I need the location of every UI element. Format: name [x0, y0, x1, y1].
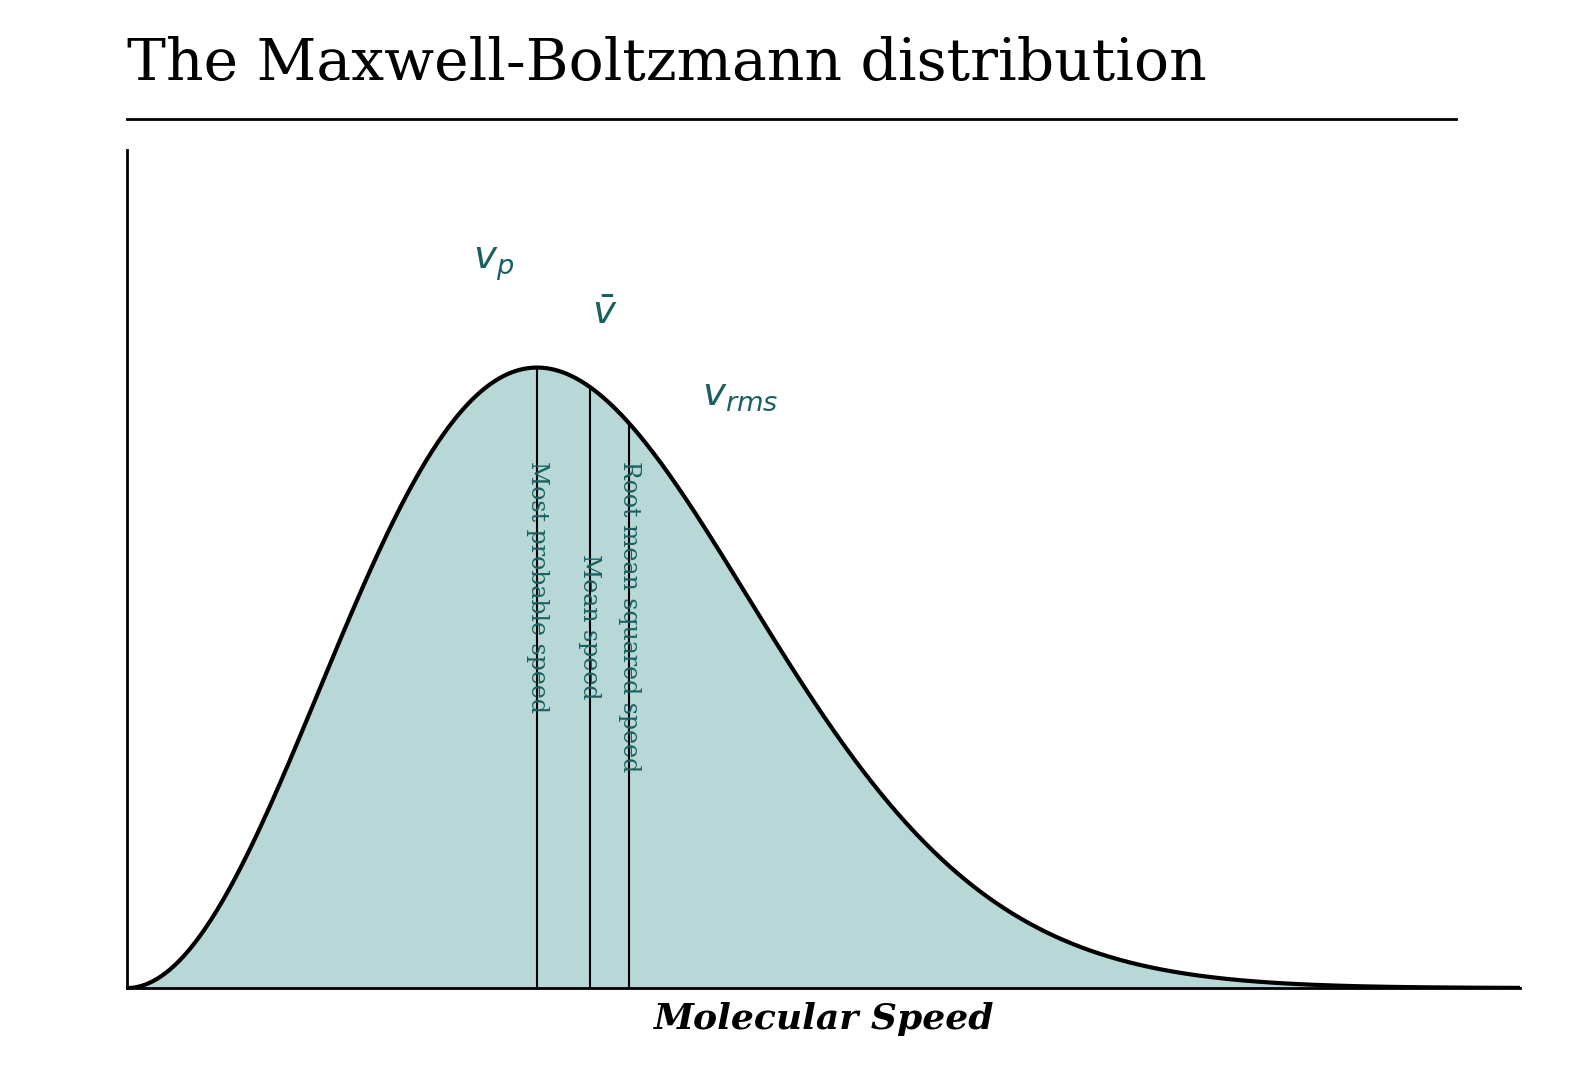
Text: The Maxwell-Boltzmann distribution: The Maxwell-Boltzmann distribution	[127, 37, 1206, 92]
Text: $v_p$: $v_p$	[473, 245, 514, 282]
Text: Most probable speed: Most probable speed	[526, 461, 549, 713]
Text: Root mean squared speed: Root mean squared speed	[617, 461, 641, 772]
X-axis label: Molecular Speed: Molecular Speed	[652, 1002, 994, 1036]
Text: Mean speed: Mean speed	[578, 554, 602, 699]
Text: $v_{rms}$: $v_{rms}$	[701, 376, 779, 413]
Text: $\bar{v}$: $\bar{v}$	[592, 295, 617, 332]
